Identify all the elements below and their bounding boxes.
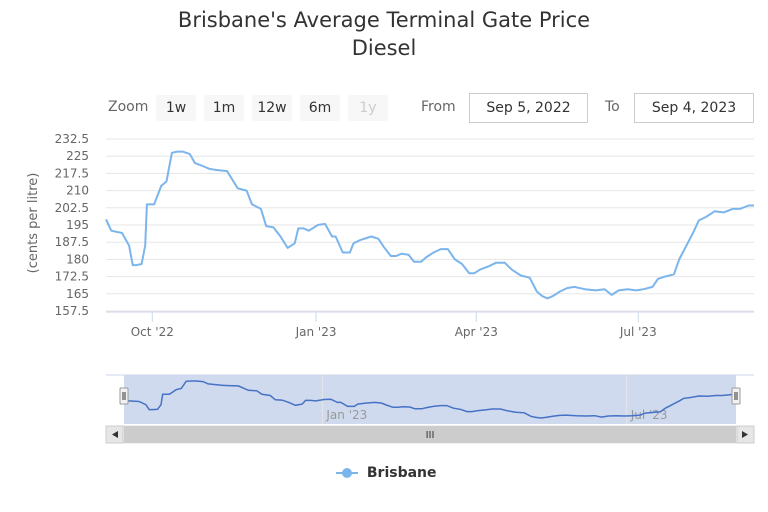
zoom-6m-button[interactable]: 6m (300, 95, 340, 121)
y-tick-label: 157.5 (55, 304, 89, 318)
navigator-gridlines: Jan '23 Jul '23 (321, 375, 668, 424)
navigator-left-handle[interactable] (119, 387, 129, 405)
zoom-12w-button[interactable]: 12w (252, 95, 292, 121)
x-tick-label: Apr '23 (455, 325, 498, 339)
x-tick-label: Jan '23 (295, 325, 337, 339)
y-tick-label: 172.5 (55, 270, 89, 284)
to-date-input[interactable]: Sep 4, 2023 (634, 93, 754, 123)
y-tick-label: 195 (66, 218, 89, 232)
plot-area (105, 150, 754, 300)
y-tick-label: 225 (66, 149, 89, 163)
scrollbar-right-button[interactable] (736, 425, 755, 444)
y-tick-label: 202.5 (55, 201, 89, 215)
legend-item-brisbane[interactable]: Brisbane (336, 465, 437, 481)
chart-title-line1: Brisbane's Average Terminal Gate Price (177, 8, 591, 32)
navigator-series-line (123, 380, 736, 419)
y-tick-label: 232.5 (55, 132, 89, 146)
x-tick-label: Oct '22 (131, 325, 174, 339)
navigator[interactable]: Jan '23 Jul '23 III (105, 374, 755, 444)
y-axis-title: (cents per litre) (26, 173, 41, 274)
scrollbar-grip[interactable]: III (426, 430, 435, 441)
series-line-brisbane (105, 150, 754, 300)
legend-symbol (336, 468, 358, 478)
y-axis: 157.5 165 172.5 180 187.5 195 202.5 210 217.5 225… (55, 132, 89, 318)
x-axis: Oct '22 Jan '23 Apr '23 Jul '23 (106, 311, 754, 339)
navigator-series (123, 380, 736, 419)
zoom-label: Zoom (108, 99, 149, 115)
y-gridlines (106, 138, 754, 312)
y-tick-label: 187.5 (55, 235, 89, 249)
y-tick-label: 217.5 (55, 166, 89, 180)
navigator-tick-label: Jan '23 (325, 408, 367, 422)
zoom-1y-button[interactable]: 1y (348, 95, 388, 121)
zoom-1m-button[interactable]: 1m (204, 95, 244, 121)
from-label: From (421, 99, 456, 115)
navigator-right-handle[interactable] (731, 387, 741, 405)
x-tick-label: Jul '23 (619, 325, 657, 339)
y-tick-label: 210 (66, 184, 89, 198)
y-tick-label: 165 (66, 287, 89, 301)
to-label: To (605, 99, 620, 115)
chart-title-line2: Diesel (351, 36, 417, 60)
scrollbar-thumb[interactable] (124, 426, 736, 443)
legend-label: Brisbane (366, 465, 437, 481)
from-date-input[interactable]: Sep 5, 2022 (469, 93, 588, 123)
scrollbar-left-button[interactable] (105, 425, 124, 444)
y-tick-label: 180 (66, 252, 89, 266)
zoom-1w-button[interactable]: 1w (156, 95, 196, 121)
